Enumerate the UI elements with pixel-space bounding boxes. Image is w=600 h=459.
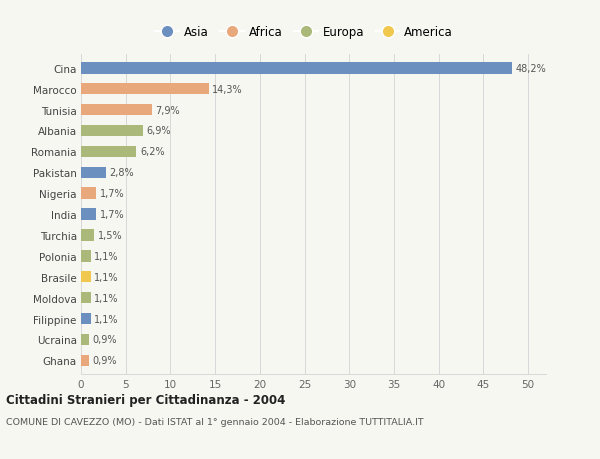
Legend: Asia, Africa, Europa, America: Asia, Africa, Europa, America xyxy=(155,26,453,39)
Text: 0,9%: 0,9% xyxy=(92,356,117,365)
Bar xyxy=(81,251,91,262)
Text: 1,1%: 1,1% xyxy=(94,272,119,282)
Bar xyxy=(81,105,152,116)
Bar xyxy=(81,209,96,220)
Bar xyxy=(81,292,91,304)
Text: 7,9%: 7,9% xyxy=(155,106,180,115)
Bar xyxy=(81,84,209,95)
Text: COMUNE DI CAVEZZO (MO) - Dati ISTAT al 1° gennaio 2004 - Elaborazione TUTTITALIA: COMUNE DI CAVEZZO (MO) - Dati ISTAT al 1… xyxy=(6,417,424,426)
Text: Cittadini Stranieri per Cittadinanza - 2004: Cittadini Stranieri per Cittadinanza - 2… xyxy=(6,393,286,406)
Bar xyxy=(81,146,136,158)
Bar xyxy=(81,355,89,366)
Bar xyxy=(81,167,106,179)
Text: 1,1%: 1,1% xyxy=(94,251,119,261)
Text: 1,1%: 1,1% xyxy=(94,314,119,324)
Text: 1,1%: 1,1% xyxy=(94,293,119,303)
Text: 6,2%: 6,2% xyxy=(140,147,164,157)
Bar xyxy=(81,188,96,200)
Text: 48,2%: 48,2% xyxy=(515,64,547,73)
Text: 1,5%: 1,5% xyxy=(98,230,122,241)
Text: 14,3%: 14,3% xyxy=(212,84,243,95)
Text: 1,7%: 1,7% xyxy=(100,189,124,199)
Text: 1,7%: 1,7% xyxy=(100,210,124,219)
Bar xyxy=(81,230,94,241)
Text: 2,8%: 2,8% xyxy=(110,168,134,178)
Bar xyxy=(81,334,89,346)
Bar xyxy=(81,125,143,137)
Bar xyxy=(81,63,512,74)
Text: 0,9%: 0,9% xyxy=(92,335,117,345)
Bar xyxy=(81,271,91,283)
Text: 6,9%: 6,9% xyxy=(146,126,171,136)
Bar xyxy=(81,313,91,325)
